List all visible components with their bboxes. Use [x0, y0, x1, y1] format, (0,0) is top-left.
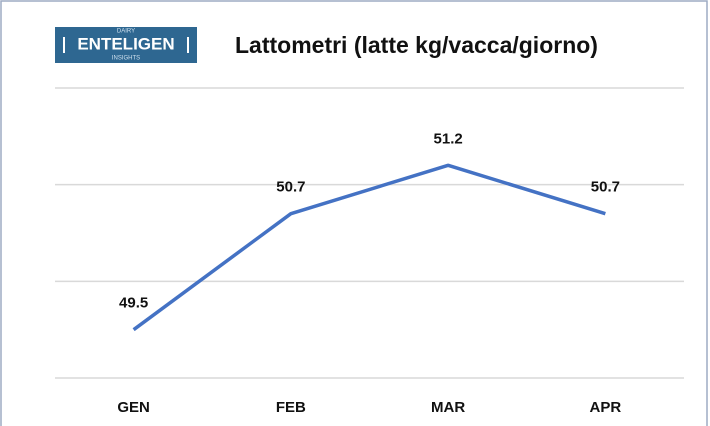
- line: [132, 163, 606, 332]
- chart-title: Lattometri (latte kg/vacca/giorno): [235, 32, 598, 58]
- logo: DAIRY ENTELIGEN INSIGHTS: [55, 27, 197, 63]
- x-tick-label: APR: [590, 399, 622, 416]
- logo-main: ENTELIGEN: [77, 34, 174, 53]
- x-tick-label: FEB: [276, 399, 306, 416]
- data-label: 50.7: [276, 179, 305, 196]
- x-tick-label: MAR: [431, 399, 465, 416]
- data-label: 50.7: [591, 179, 620, 196]
- data-label: 51.2: [434, 130, 463, 147]
- x-tick-label: GEN: [117, 399, 150, 416]
- data-label: 49.5: [119, 295, 148, 312]
- logo-bar: [187, 37, 189, 53]
- logo-box: [55, 27, 197, 63]
- logo-top: DAIRY: [117, 29, 135, 35]
- logo-bottom: INSIGHTS: [112, 56, 140, 62]
- logo-bar: [63, 37, 65, 53]
